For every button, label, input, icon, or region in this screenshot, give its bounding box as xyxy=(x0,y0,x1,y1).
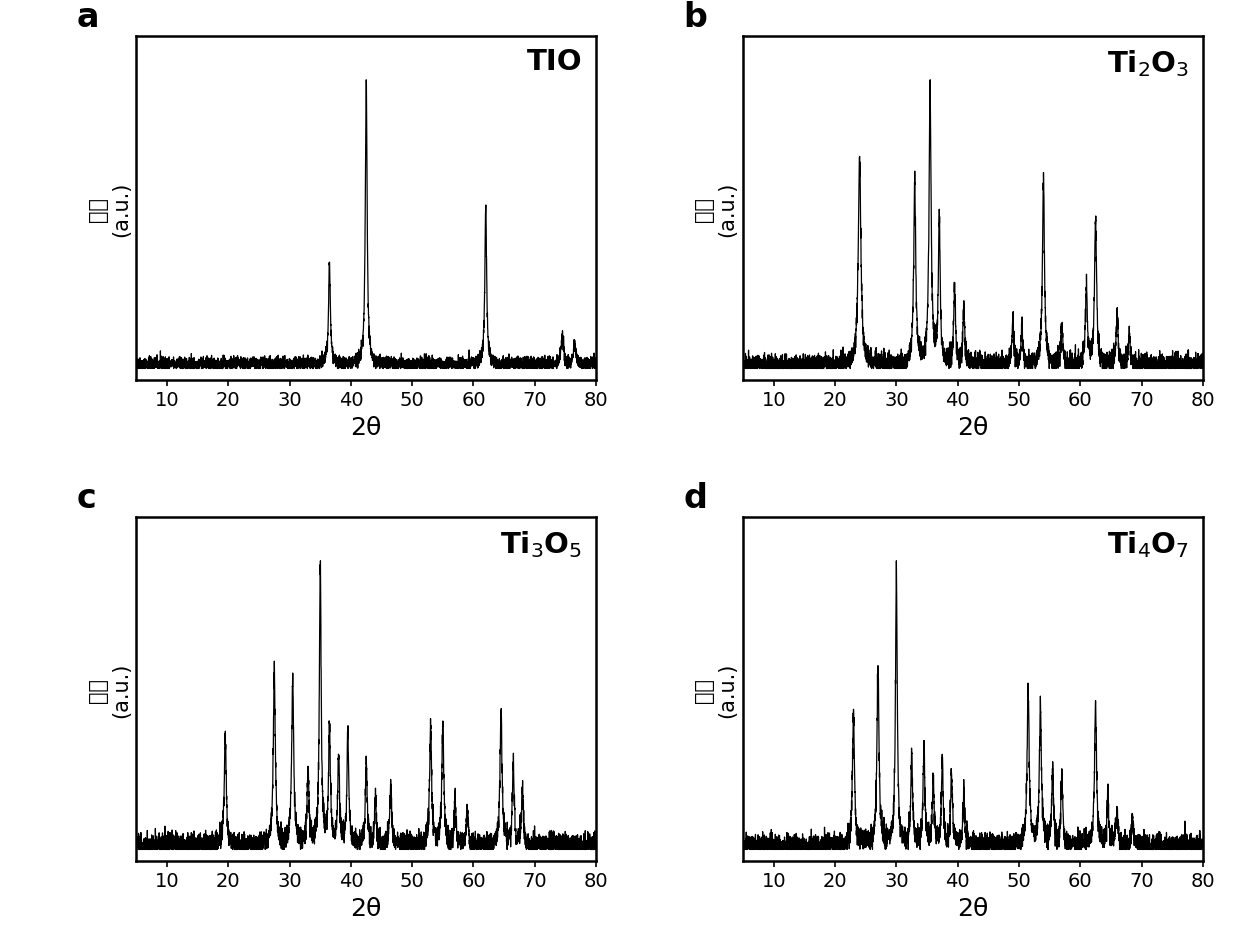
Y-axis label: 強度
(a.u.): 強度 (a.u.) xyxy=(694,182,738,237)
Text: Ti$_4$O$_7$: Ti$_4$O$_7$ xyxy=(1107,528,1189,559)
X-axis label: 2θ: 2θ xyxy=(351,896,382,920)
Y-axis label: 強度
(a.u.): 強度 (a.u.) xyxy=(694,662,738,717)
Text: Ti$_3$O$_5$: Ti$_3$O$_5$ xyxy=(500,528,583,559)
X-axis label: 2θ: 2θ xyxy=(957,416,988,440)
Text: d: d xyxy=(683,481,707,515)
X-axis label: 2θ: 2θ xyxy=(957,896,988,920)
Text: a: a xyxy=(77,1,99,34)
Text: b: b xyxy=(683,1,707,34)
Text: TIO: TIO xyxy=(527,48,583,76)
Y-axis label: 強度
(a.u.): 強度 (a.u.) xyxy=(88,662,131,717)
Y-axis label: 強度
(a.u.): 強度 (a.u.) xyxy=(88,182,131,237)
Text: Ti$_2$O$_3$: Ti$_2$O$_3$ xyxy=(1107,48,1189,79)
X-axis label: 2θ: 2θ xyxy=(351,416,382,440)
Text: c: c xyxy=(77,481,97,515)
